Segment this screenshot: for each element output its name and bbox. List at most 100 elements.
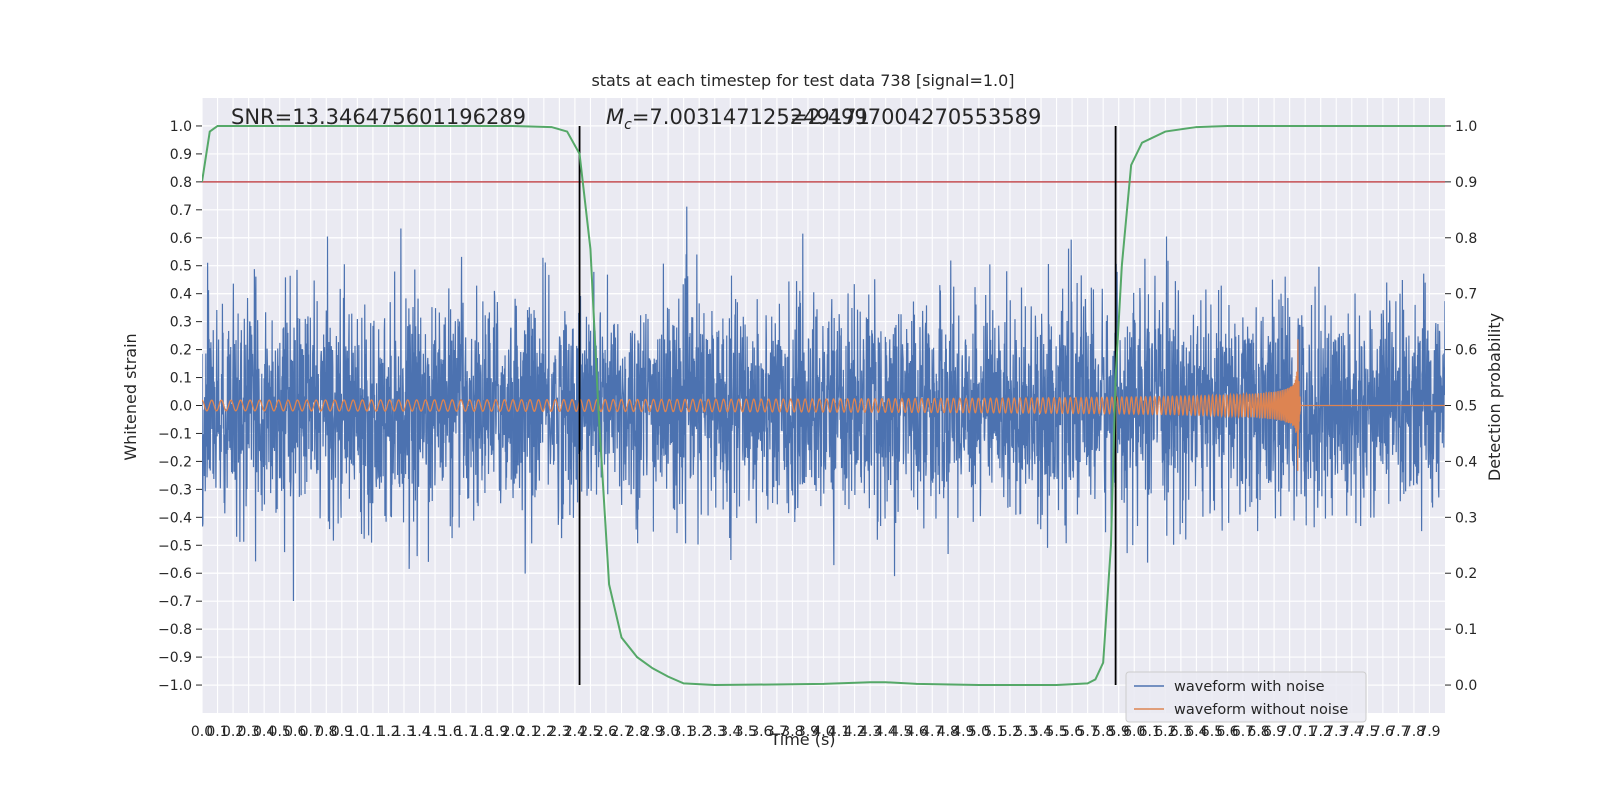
y-tick-label-right: 1.0 (1455, 119, 1477, 135)
x-tick-label: 3.3 (704, 724, 726, 740)
x-tick-label: 6.1 (1139, 724, 1161, 740)
x-tick-label: 1.7 (455, 724, 477, 740)
x-tick-label: 6.0 (1123, 724, 1145, 740)
x-tick-label: 3.5 (735, 724, 757, 740)
x-tick-label: 4.0 (812, 724, 834, 740)
y-tick-label-right: 0.6 (1455, 343, 1477, 359)
x-tick-label: 5.2 (999, 724, 1021, 740)
x-tick-label: 4.4 (875, 724, 897, 740)
x-tick-label: 7.4 (1341, 724, 1363, 740)
x-tick-label: 2.0 (502, 724, 524, 740)
y-tick-label-left: 0.4 (170, 287, 192, 303)
annotation-mc-subscript: c (624, 117, 632, 133)
x-tick-label: 7.2 (1310, 724, 1332, 740)
series-line-detection-probability (202, 124, 1445, 687)
x-tick-label: 5.7 (1077, 724, 1099, 740)
x-tick-label: 5.1 (983, 724, 1005, 740)
x-tick-label: 2.4 (564, 724, 586, 740)
x-axis-label: Time (s) (769, 730, 835, 749)
x-tick-label: 3.6 (750, 724, 772, 740)
x-tick-label: 6.4 (1185, 724, 1207, 740)
annotation-mc-value: =7.003147125249171 (632, 105, 870, 129)
x-tick-label: 2.8 (626, 724, 648, 740)
legend: waveform with noise waveform without noi… (1125, 671, 1367, 723)
x-tick-label: 5.8 (1092, 724, 1114, 740)
x-tick-label: 2.9 (641, 724, 663, 740)
y-tick-label-right: 0.7 (1455, 287, 1477, 303)
x-tick-label: 5.0 (968, 724, 990, 740)
x-tick-label: 1.0 (346, 724, 368, 740)
x-tick-label: 3.4 (719, 724, 741, 740)
annotation-mass-ratio: =2.4997004270553589 (790, 105, 1041, 129)
x-tick-label: 7.6 (1372, 724, 1394, 740)
x-tick-label: 0.6 (284, 724, 306, 740)
y-tick-label-right: 0.1 (1455, 622, 1477, 638)
x-tick-label: 6.8 (1247, 724, 1269, 740)
annotation-chirp-mass: Mc=7.003147125249171 (606, 105, 870, 133)
x-tick-label: 0.9 (331, 724, 353, 740)
y-axis-right-label: Detection probability (1485, 313, 1504, 481)
x-tick-label: 5.3 (1014, 724, 1036, 740)
x-tick-label: 5.6 (1061, 724, 1083, 740)
y-tick-label-left: −0.5 (158, 538, 192, 554)
y-tick-label-left: −0.8 (158, 622, 192, 638)
x-tick-label: 0.3 (237, 724, 259, 740)
x-tick-label: 4.1 (828, 724, 850, 740)
y-tick-label-left: 0.5 (170, 259, 192, 275)
x-tick-label: 1.1 (362, 724, 384, 740)
series-line-waveform-with-noise (202, 206, 1445, 601)
x-tick-label: 2.2 (533, 724, 555, 740)
series-line-waveform-without-noise (202, 339, 1445, 471)
y-tick-label-left: −0.9 (158, 650, 192, 666)
x-tick-label: 3.7 (766, 724, 788, 740)
y-tick-label-left: −0.1 (158, 426, 192, 442)
y-axis-right-ticks: 1.0 0.9 0.8 0.7 0.6 0.5 0.4 0.3 0.2 0.1 0.0 (1445, 119, 1477, 694)
x-tick-label: 1.5 (424, 724, 446, 740)
y-tick-label-left: 0.7 (170, 203, 192, 219)
x-tick-label: 7.7 (1387, 724, 1409, 740)
x-tick-label: 0.8 (315, 724, 337, 740)
legend-label-waveform-without-noise: waveform without noise (1174, 702, 1348, 718)
x-tick-label: 6.5 (1201, 724, 1223, 740)
x-tick-label: 4.3 (859, 724, 881, 740)
y-tick-label-right: 0.9 (1455, 175, 1477, 191)
x-tick-label: 2.5 (579, 724, 601, 740)
x-tick-label: 0.2 (222, 724, 244, 740)
y-tick-label-right: 0.0 (1455, 678, 1477, 694)
y-tick-label-left: −0.2 (158, 454, 192, 470)
x-tick-label: 5.9 (1108, 724, 1130, 740)
x-tick-label: 6.7 (1232, 724, 1254, 740)
x-tick-label: 7.9 (1418, 724, 1440, 740)
x-tick-label: 4.5 (890, 724, 912, 740)
x-tick-label: 3.2 (688, 724, 710, 740)
x-tick-label: 0.1 (206, 724, 228, 740)
x-tick-label: 5.5 (1045, 724, 1067, 740)
x-tick-label: 1.4 (408, 724, 430, 740)
x-tick-label: 2.3 (548, 724, 570, 740)
y-tick-label-left: −0.4 (158, 510, 192, 526)
x-tick-label: 6.6 (1216, 724, 1238, 740)
x-tick-label: 4.8 (937, 724, 959, 740)
x-tick-label: 5.4 (1030, 724, 1052, 740)
y-tick-label-left: 0.2 (170, 343, 192, 359)
x-tick-label: 3.8 (781, 724, 803, 740)
x-tick-label: 2.7 (610, 724, 632, 740)
x-tick-label: 4.9 (952, 724, 974, 740)
y-tick-label-left: −0.7 (158, 594, 192, 610)
y-tick-label-left: 0.9 (170, 147, 192, 163)
x-tick-label: 7.8 (1403, 724, 1425, 740)
x-tick-label: 3.0 (657, 724, 679, 740)
y-tick-label-right: 0.2 (1455, 566, 1477, 582)
x-tick-label: 1.9 (486, 724, 508, 740)
chart-title: stats at each timestep for test data 738… (591, 71, 1014, 90)
y-tick-label-right: 0.4 (1455, 454, 1477, 470)
x-tick-label: 6.9 (1263, 724, 1285, 740)
y-tick-label-left: 0.0 (170, 399, 192, 415)
y-tick-label-left: −1.0 (158, 678, 192, 694)
y-tick-label-right: 0.8 (1455, 231, 1477, 247)
y-axis-left-ticks: 1.0 0.9 0.8 0.7 0.6 0.5 0.4 0.3 0.2 0.1 0.0 −0.1 −0.… (158, 119, 202, 694)
x-tick-label: 4.6 (906, 724, 928, 740)
x-tick-label: 3.1 (673, 724, 695, 740)
